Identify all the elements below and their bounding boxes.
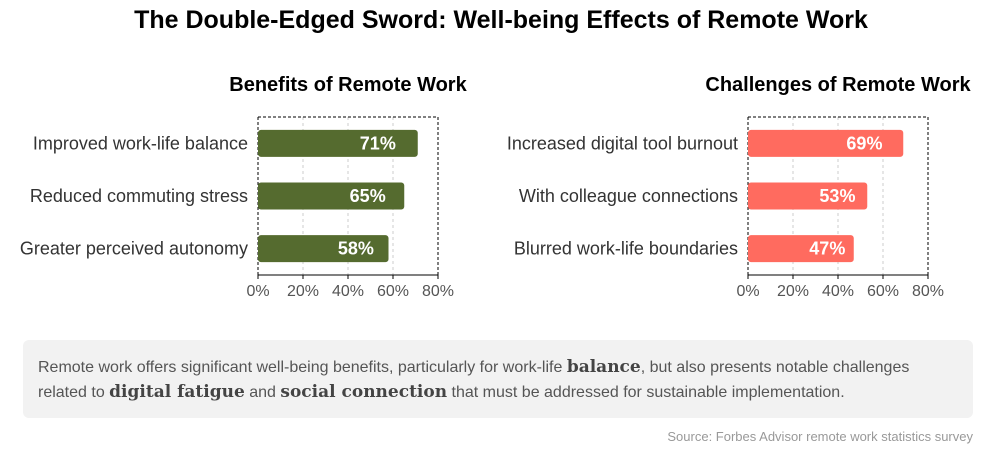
summary-text-1: Remote work offers significant well-bein… [38,359,567,376]
charts-canvas: Benefits of Remote Work 0% 20% 40% 60% 80% 71%… [20,74,972,300]
summary-emphasis-balance: balance [566,357,641,377]
bar [748,182,868,210]
category-label: Blurred work-life boundaries [514,239,738,259]
bar-value-label: 47% [809,239,845,259]
chart-title: Challenges of Remote Work [705,74,971,96]
x-tick-label: 60% [377,283,409,300]
bar [258,235,389,263]
bar-value-label: 71% [360,133,396,153]
chart-title: Benefits of Remote Work [229,74,467,96]
x-tick-label: 80% [912,283,944,300]
challenges-chart: Challenges of Remote Work 0% 20% 40% 60% 80% 6… [507,74,972,300]
x-tick-label: 0% [736,283,759,300]
summary-box: Remote work offers significant well-bein… [23,340,973,418]
bar [748,129,904,157]
summary-text-3: and [244,384,281,401]
bar [748,235,854,263]
x-tick-label: 80% [422,283,454,300]
bar-value-label: 69% [846,133,882,153]
x-tick-label: 40% [332,283,364,300]
summary-text-4: that must be addressed for sustainable i… [447,384,845,401]
summary-text-2: , but also presents notable challenges r… [38,359,910,401]
category-label: Improved work-life balance [33,133,248,153]
x-tick-label: 40% [822,283,854,300]
bar-value-label: 53% [819,186,855,206]
main-title: The Double-Edged Sword: Well-being Effec… [134,6,868,34]
bar [258,129,418,157]
benefits-chart: Benefits of Remote Work 0% 20% 40% 60% 80% 71%… [20,74,468,300]
x-tick-label: 20% [777,283,809,300]
summary-emphasis-social-connection: social connection [280,382,448,402]
category-label: Reduced commuting stress [30,186,248,206]
category-label: With colleague connections [519,186,738,206]
category-label: Greater perceived autonomy [20,239,248,259]
summary-emphasis-digital-fatigue: digital fatigue [109,382,245,402]
x-tick-label: 60% [867,283,899,300]
bar-value-label: 65% [350,186,386,206]
source-note: Source: Forbes Advisor remote work stati… [667,429,973,444]
category-label: Increased digital tool burnout [507,133,738,153]
x-tick-label: 20% [287,283,319,300]
bar-value-label: 58% [338,239,374,259]
bar [258,182,405,210]
x-tick-label: 0% [246,283,269,300]
